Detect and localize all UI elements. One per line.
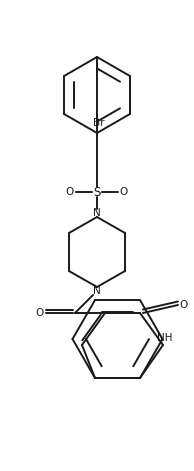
Text: O: O: [35, 308, 43, 318]
Text: O: O: [120, 187, 128, 197]
Text: Br: Br: [93, 118, 105, 128]
Text: N: N: [93, 286, 101, 296]
Text: N: N: [93, 208, 101, 218]
Text: S: S: [93, 186, 101, 198]
Text: NH: NH: [157, 333, 173, 343]
Text: O: O: [179, 300, 187, 310]
Text: O: O: [66, 187, 74, 197]
